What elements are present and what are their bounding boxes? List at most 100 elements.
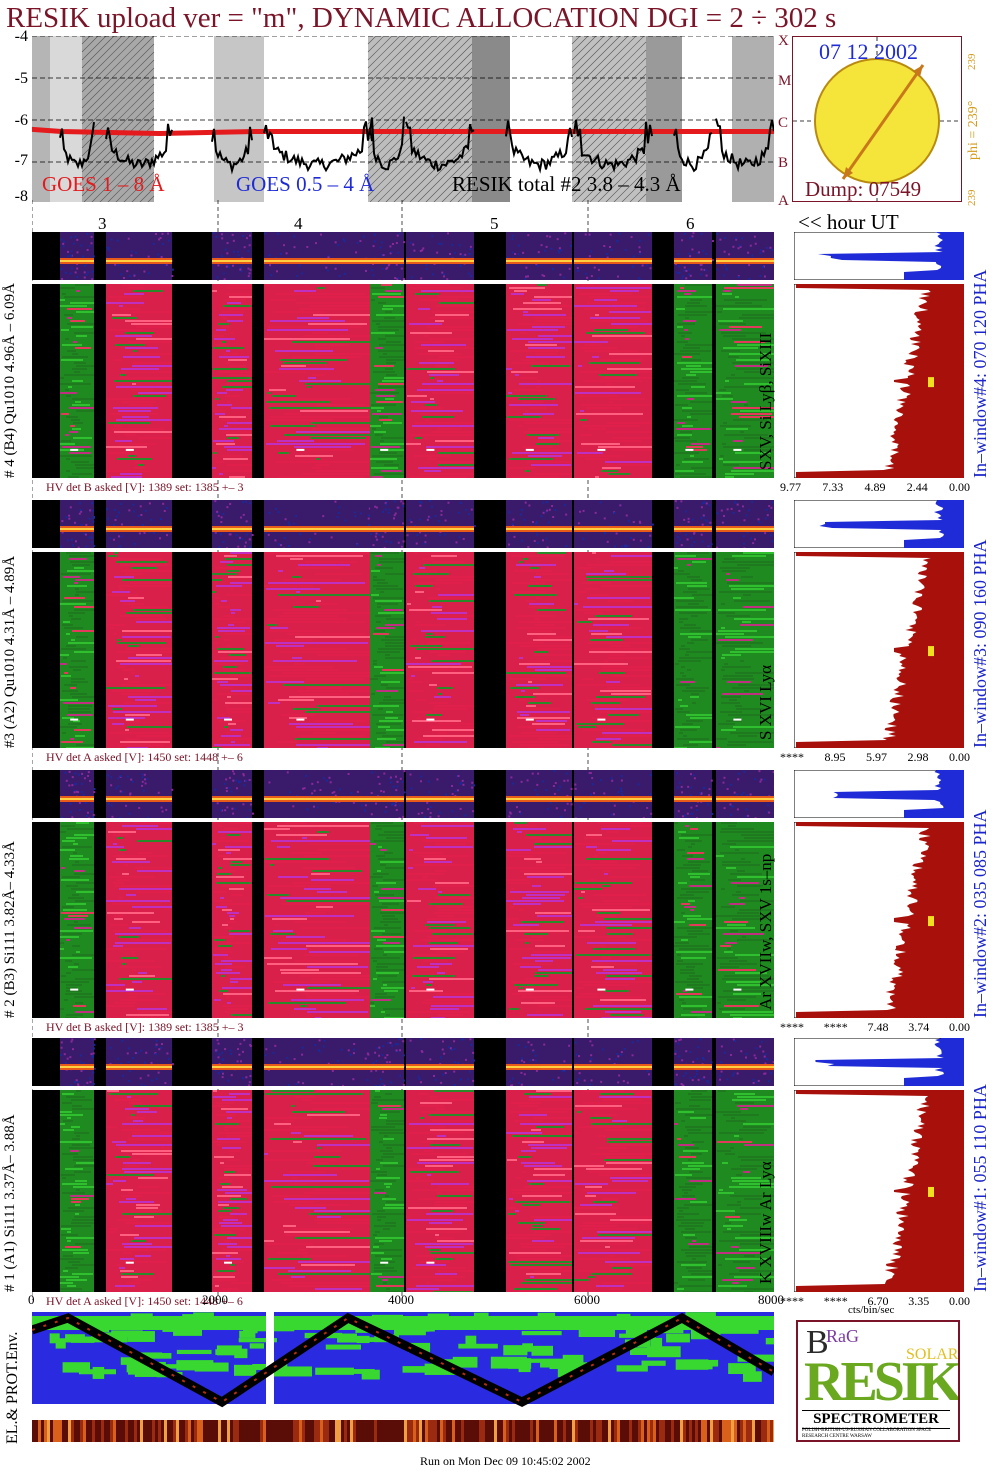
env-colorbar-cell <box>197 1420 200 1442</box>
spectrogram-row <box>212 410 226 412</box>
spectrogram-row <box>417 389 474 391</box>
spectrogram-row <box>519 1114 547 1116</box>
env-colorbar-cell <box>431 1420 434 1442</box>
spectrogram-row <box>310 305 372 307</box>
strip-noise <box>142 789 145 792</box>
strip-noise <box>155 1045 158 1048</box>
spectrogram-row <box>64 627 83 629</box>
strip-noise <box>60 545 63 548</box>
spectrogram-row <box>214 335 224 337</box>
spectrogram-row <box>576 996 641 998</box>
spectrogram-row <box>506 672 566 674</box>
legend-goes-05-4: GOES 0.5 – 4 Å <box>236 172 375 196</box>
spectrogram-row <box>536 1011 540 1013</box>
spectrogram-row <box>427 642 470 644</box>
spectrogram-row <box>408 666 472 668</box>
strip-noise <box>393 500 396 503</box>
spectrogram-row <box>412 1153 467 1155</box>
spectrogram-highlight <box>125 448 134 451</box>
strip-noise <box>217 1042 220 1045</box>
strip-noise <box>119 545 122 548</box>
strip-noise <box>92 1082 95 1085</box>
spectrogram-row <box>605 1129 652 1131</box>
spectrogram-row <box>418 888 436 890</box>
spectrogram-row <box>720 711 742 713</box>
spectrogram-row <box>429 1222 452 1224</box>
spectrogram-row <box>289 723 353 725</box>
spectrogram-row <box>376 1168 380 1170</box>
spectrogram-row <box>375 993 387 995</box>
spectrogram-row <box>678 1111 694 1113</box>
spectrogram-row <box>407 395 427 397</box>
spectrogram-row <box>63 1270 68 1272</box>
spectrogram-row <box>576 416 580 418</box>
strip-noise <box>299 533 302 536</box>
spectrogram-highlight <box>296 448 305 451</box>
strip-noise <box>723 250 726 253</box>
spectrogram-row <box>430 1096 439 1098</box>
spectrogram-row <box>436 1108 445 1110</box>
env-colorbar-cell <box>455 1420 458 1442</box>
strip-noise <box>227 266 230 269</box>
strip-noise <box>248 545 251 548</box>
spectrogram-row <box>521 690 525 692</box>
spectrogram-row <box>582 1237 635 1239</box>
spectrogram-row <box>519 909 524 911</box>
spectrogram-row <box>225 395 240 397</box>
env-colorbar-cell <box>161 1420 164 1442</box>
spectrogram-row <box>126 1014 169 1016</box>
strip-noise <box>443 1052 446 1055</box>
strip-noise <box>353 1043 356 1046</box>
strip-noise <box>772 1061 774 1064</box>
spectrogram-row <box>611 693 651 695</box>
strip-noise <box>696 1057 699 1060</box>
spectrogram-row <box>62 846 92 848</box>
spectrogram-row <box>230 588 234 590</box>
spectrogram-row <box>377 939 386 941</box>
env-colorbar-cell <box>338 1420 341 1442</box>
spectrogram-row <box>430 963 452 965</box>
spectrogram-row <box>385 290 402 292</box>
spectrogram-row <box>75 900 94 902</box>
spectrogram-row <box>75 579 94 581</box>
spectrogram-row <box>434 705 474 707</box>
strip-noise <box>115 515 118 518</box>
spectrogram-row <box>535 945 565 947</box>
spectrogram-row <box>226 1111 252 1113</box>
spectrogram-row <box>378 1276 404 1278</box>
strip-noise <box>754 242 757 245</box>
strip-noise <box>366 1052 369 1055</box>
strip-noise <box>342 238 345 241</box>
spectrogram-row <box>371 404 396 406</box>
env-colorbar-cell <box>575 1420 578 1442</box>
spectrogram-row <box>280 359 347 361</box>
spectrogram-row <box>264 1267 295 1269</box>
env-green-patch <box>126 1361 166 1373</box>
spectrogram-row <box>508 392 512 394</box>
env-colorbar-cell <box>59 1420 62 1442</box>
spectrogram-row <box>115 933 172 935</box>
env-green-patch <box>176 1349 212 1355</box>
strip-noise <box>400 267 403 270</box>
strip-noise <box>221 1059 224 1062</box>
strip-segment <box>264 770 372 818</box>
spectrogram-row <box>692 702 696 704</box>
strip-noise <box>471 786 474 789</box>
strip-noise <box>575 1053 578 1056</box>
strip-noise <box>230 1052 233 1055</box>
strip-band-core <box>370 798 404 800</box>
profile-tick: 5.97 <box>866 750 887 764</box>
strip-noise <box>389 252 392 255</box>
window-pha-label: In–window#4: 070 120 PHA <box>970 269 990 478</box>
strip-noise <box>426 801 429 804</box>
strip-noise <box>394 804 397 807</box>
strip-noise <box>222 541 225 544</box>
spectrogram-row <box>722 654 741 656</box>
strip-noise <box>383 546 386 548</box>
env-green-patch <box>173 1324 203 1336</box>
spectrogram-row <box>432 672 474 674</box>
strip-noise <box>221 1072 224 1075</box>
strip-noise <box>292 805 295 808</box>
strip-noise <box>424 534 427 537</box>
strip-noise <box>110 804 113 807</box>
